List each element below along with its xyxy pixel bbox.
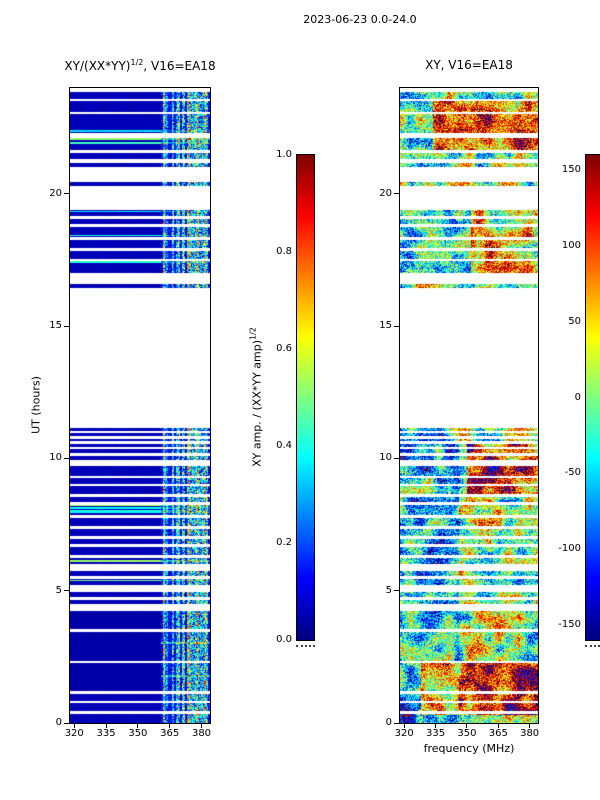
y-tick-mark [64, 722, 69, 724]
y-tick-label: 0 [55, 717, 62, 728]
y-tick-mark [394, 193, 399, 195]
y-tick-mark [64, 590, 69, 592]
y-tick-mark [394, 325, 399, 327]
left-colorbar-tick-label: 0.8 [276, 246, 292, 257]
x-tick-mark [73, 724, 75, 728]
y-tick-label: 10 [49, 452, 62, 464]
right-panel-title: XY, V16=EA18 [425, 58, 513, 72]
y-tick-mark [64, 457, 69, 459]
x-tick-mark [529, 724, 531, 728]
right-colorbar-tick-label: -50 [564, 467, 581, 479]
y-tick-label: 5 [385, 584, 392, 596]
y-tick-mark [394, 457, 399, 459]
y-tick-label: 15 [49, 320, 62, 332]
right-colorbar-tick-label: 50 [568, 315, 581, 327]
x-tick-mark [105, 724, 107, 728]
x-axis-label: frequency (MHz) [423, 742, 515, 755]
left-colorbar-tick-label: 0.6 [276, 343, 292, 354]
y-tick-mark [64, 193, 69, 195]
right-colorbar [585, 154, 600, 641]
y-axis-label: UT (hours) [29, 376, 43, 434]
x-tick-label: 380 [520, 728, 540, 739]
x-tick-mark [137, 724, 139, 728]
x-tick-label: 365 [160, 728, 180, 739]
left-colorbar-tick-label: 1.0 [276, 149, 292, 160]
x-tick-mark [169, 724, 171, 728]
y-tick-label: 15 [379, 320, 392, 332]
x-tick-label: 350 [128, 728, 148, 739]
left-colorbar [296, 154, 315, 641]
right-colorbar-tick-label: 100 [561, 239, 581, 251]
left-panel-title-base: XY/(XX*YY) [64, 59, 131, 73]
x-tick-label: 335 [425, 728, 446, 739]
left-colorbar-label-exponent: 1/2 [248, 327, 258, 340]
y-tick-mark [394, 590, 399, 592]
left-heatmap-canvas [70, 88, 210, 723]
right-colorbar-end-dots [585, 645, 600, 647]
x-tick-label: 335 [96, 728, 116, 739]
x-tick-mark [435, 724, 437, 728]
right-colorbar-tick-label: 0 [574, 391, 581, 403]
left-colorbar-tick-label: 0.2 [276, 537, 292, 548]
left-panel-title-exponent: 1/2 [130, 58, 144, 67]
right-colorbar-canvas [586, 155, 600, 640]
x-tick-label: 350 [457, 728, 477, 739]
y-tick-label: 10 [379, 452, 392, 464]
left-colorbar-tick-label: 0.4 [276, 440, 292, 451]
y-tick-mark [64, 325, 69, 327]
x-tick-mark [466, 724, 468, 728]
x-tick-mark [497, 724, 499, 728]
left-colorbar-tick-label: 0.0 [276, 634, 292, 645]
x-tick-label: 320 [394, 728, 414, 739]
right-heatmap-canvas [400, 88, 538, 723]
y-tick-label: 0 [385, 717, 392, 728]
left-heatmap-panel [69, 87, 211, 724]
x-tick-label: 365 [488, 728, 508, 739]
left-panel-title-rest: , V16=EA18 [143, 59, 216, 73]
y-tick-mark [394, 722, 399, 724]
y-tick-label: 20 [379, 187, 392, 199]
figure-title: 2023-06-23 0.0-24.0 [303, 13, 417, 26]
right-colorbar-tick-label: 150 [561, 164, 581, 176]
x-tick-label: 320 [64, 728, 84, 739]
x-tick-mark [403, 724, 405, 728]
left-panel-title: XY/(XX*YY)1/2, V16=EA18 [64, 58, 215, 73]
x-tick-mark [201, 724, 202, 728]
right-heatmap-panel [399, 87, 539, 724]
right-colorbar-tick-label: -150 [558, 618, 581, 630]
y-tick-label: 5 [55, 584, 62, 596]
left-colorbar-canvas [297, 155, 314, 640]
left-colorbar-end-dots [296, 645, 315, 647]
y-tick-label: 20 [49, 187, 62, 199]
right-colorbar-tick-label: -100 [558, 543, 581, 555]
x-tick-label: 380 [191, 728, 212, 739]
